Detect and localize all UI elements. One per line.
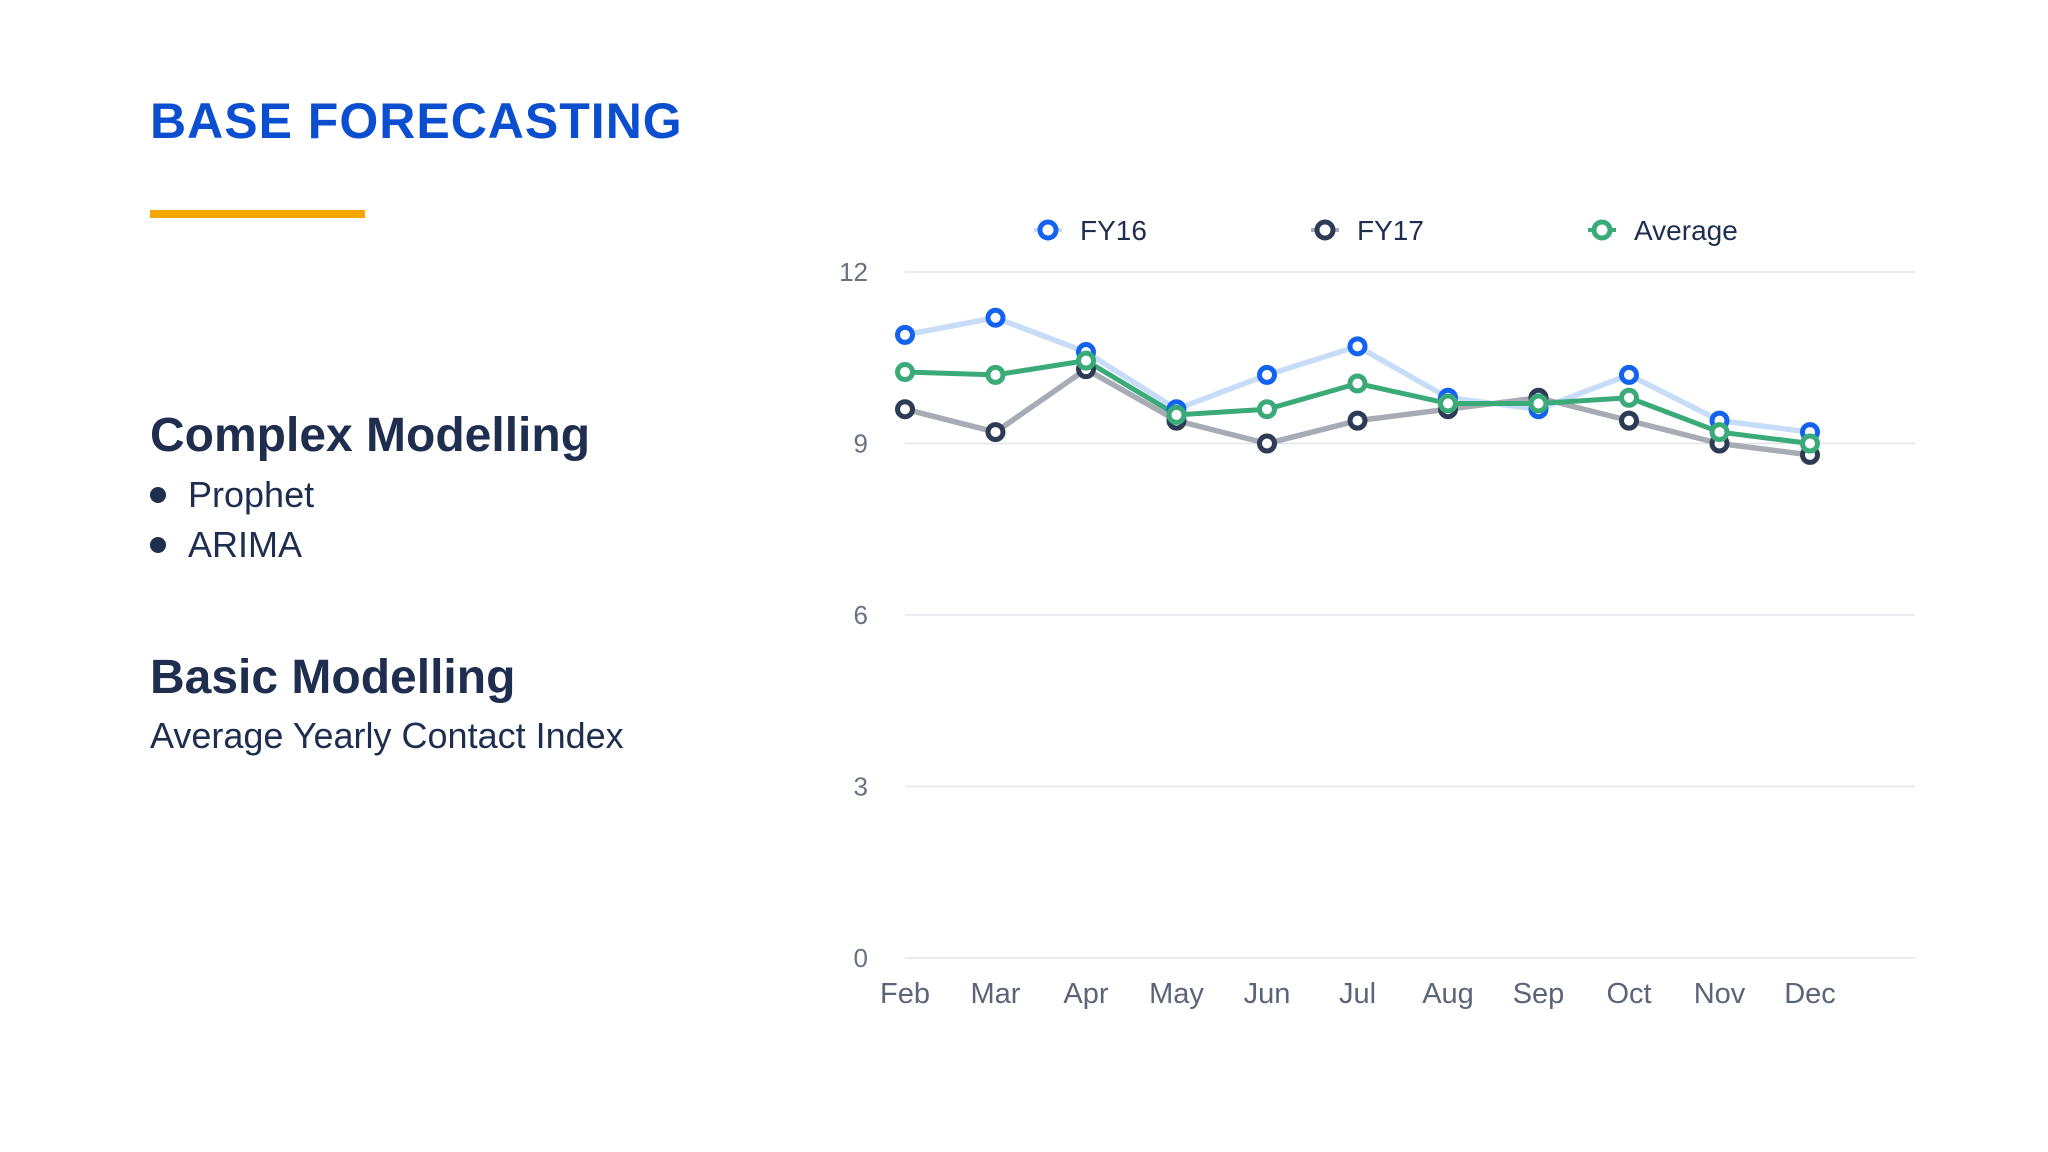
list-item-label: Prophet (188, 474, 315, 515)
data-point-average (1076, 350, 1096, 371)
data-point-average (1347, 373, 1368, 394)
basic-modelling-subtitle: Average Yearly Contact Index (150, 715, 624, 756)
x-tick-label: Oct (1606, 978, 1651, 1010)
x-tick-label: Mar (971, 978, 1021, 1010)
x-tick-label: Dec (1784, 978, 1836, 1010)
complex-modelling-list: Prophet ARIMA (150, 470, 314, 570)
data-point-fy16 (1257, 364, 1277, 385)
complex-modelling-heading: Complex Modelling (150, 409, 591, 462)
data-point-fy16 (1347, 336, 1368, 357)
list-item: Prophet (150, 470, 314, 520)
x-tick-label: Jul (1339, 978, 1376, 1010)
y-tick-label: 3 (854, 772, 868, 802)
x-tick-label: Feb (880, 978, 930, 1010)
data-point-average (1257, 399, 1277, 420)
legend-marker-fy17 (1314, 219, 1336, 241)
y-tick-label: 0 (854, 943, 868, 973)
data-point-average (1619, 387, 1639, 408)
data-point-fy17 (1257, 433, 1277, 454)
x-tick-label: May (1149, 978, 1204, 1010)
bullet-icon (150, 487, 166, 503)
data-point-fy17 (1619, 410, 1639, 431)
x-tick-label: Sep (1513, 978, 1565, 1010)
data-point-average (1528, 393, 1549, 414)
data-point-fy17 (895, 399, 915, 420)
data-point-average (1800, 433, 1820, 454)
y-tick-label: 12 (839, 257, 868, 287)
data-point-average (985, 364, 1006, 385)
legend-marker-fy16 (1037, 219, 1059, 241)
y-tick-label: 6 (854, 600, 868, 630)
x-tick-label: Apr (1063, 978, 1108, 1010)
list-item-label: ARIMA (188, 524, 303, 565)
x-tick-label: Jun (1244, 978, 1291, 1010)
data-point-fy16 (985, 307, 1006, 328)
data-point-average (1709, 422, 1730, 443)
basic-modelling-heading: Basic Modelling (150, 651, 516, 704)
data-point-fy17 (1347, 410, 1368, 431)
x-tick-label: Aug (1422, 978, 1474, 1010)
data-point-average (895, 362, 915, 383)
page-title: BASE FORECASTING (150, 93, 683, 149)
list-item: ARIMA (150, 520, 314, 570)
data-point-average (1438, 393, 1458, 414)
data-point-fy17 (985, 422, 1006, 443)
legend-label-fy17: FY17 (1357, 215, 1424, 246)
legend-marker-average (1591, 219, 1613, 241)
line-chart: 0 3 6 9 12 Feb Mar Apr May Jun Jul Aug Sep Oct Nov Dec F… (839, 215, 1915, 1010)
legend-label-average: Average (1634, 215, 1738, 246)
y-tick-label: 9 (854, 429, 868, 459)
data-point-average (1166, 404, 1187, 425)
bullet-icon (150, 537, 166, 553)
x-tick-label: Nov (1694, 978, 1746, 1010)
data-point-fy16 (1619, 364, 1639, 385)
legend-label-fy16: FY16 (1080, 215, 1147, 246)
data-point-fy16 (895, 324, 915, 345)
title-accent-bar (150, 210, 365, 218)
